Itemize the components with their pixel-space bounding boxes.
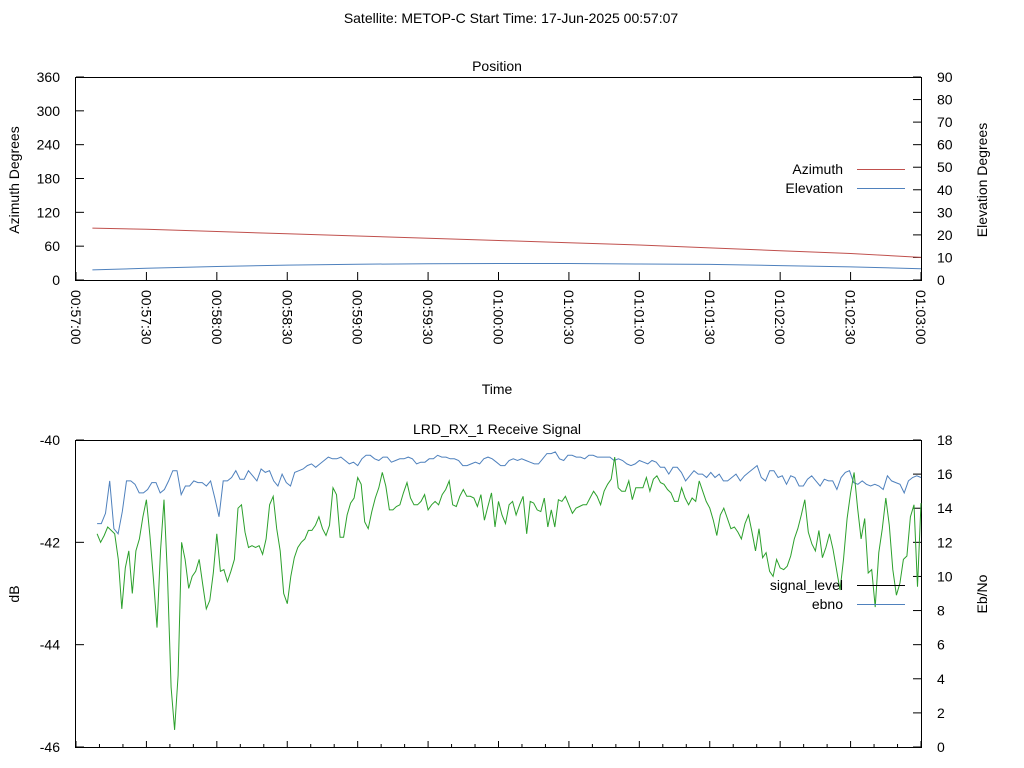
signal-y-axis-label: dB xyxy=(6,585,22,602)
position-x-axis: 00:57:00 00:57:30 00:58:00 00:58:30 00:59:00… xyxy=(68,272,929,345)
trace-2-line xyxy=(96,457,922,730)
y-tick-label: -44 xyxy=(40,637,60,653)
position-y2-axis-label: Elevation Degrees xyxy=(974,123,990,237)
x-tick-label: 00:57:00 xyxy=(68,290,84,345)
x-tick-label: 01:02:30 xyxy=(843,290,859,345)
y2-tick-label: 90 xyxy=(937,69,953,85)
x-tick-label: 01:00:00 xyxy=(491,290,507,345)
y2-tick-label: 4 xyxy=(937,671,945,687)
x-tick-label: 01:00:30 xyxy=(561,290,577,345)
y-tick-label: 180 xyxy=(37,171,61,187)
signal-chart-title: LRD_RX_1 Receive Signal xyxy=(413,421,581,437)
x-tick-label: 00:57:30 xyxy=(138,290,154,345)
legend-signal-level-label: signal_level xyxy=(770,577,843,593)
y2-tick-label: 8 xyxy=(937,603,945,619)
x-tick-label: 01:01:30 xyxy=(702,290,718,345)
y2-tick-label: 2 xyxy=(937,705,945,721)
y2-tick-label: 14 xyxy=(937,500,953,516)
position-series xyxy=(92,227,922,271)
signal-y-axis: -40 -42 -44 -46 xyxy=(40,432,84,755)
y2-tick-label: 70 xyxy=(937,114,953,130)
y-tick-label: 0 xyxy=(52,272,60,288)
x-tick-label: 00:58:30 xyxy=(279,290,295,345)
y-tick-label: 120 xyxy=(37,204,61,220)
y-tick-label: 300 xyxy=(37,103,61,119)
y-tick-label: -46 xyxy=(40,739,60,755)
y2-tick-label: 60 xyxy=(937,137,953,153)
elevation-line xyxy=(92,263,922,271)
y2-tick-label: 0 xyxy=(937,739,945,755)
y2-tick-label: 12 xyxy=(937,534,953,550)
legend-azimuth-label: Azimuth xyxy=(792,161,843,177)
position-legend: Azimuth Elevation xyxy=(785,161,905,196)
y2-tick-label: 16 xyxy=(937,466,953,482)
x-tick-label: 00:59:00 xyxy=(350,290,366,345)
position-x-axis-label: Time xyxy=(482,381,513,397)
legend-elevation-label: Elevation xyxy=(785,180,843,196)
y-tick-label: 240 xyxy=(37,137,61,153)
signal-plot-frame xyxy=(75,440,922,748)
x-tick-label: 01:01:00 xyxy=(631,290,647,345)
position-plot-frame xyxy=(75,77,922,281)
signal-legend: signal_level ebno xyxy=(770,577,905,612)
y2-tick-label: 10 xyxy=(937,249,953,265)
signal-chart: LRD_RX_1 Receive Signal -40 -42 -44 -46 0 2 4… xyxy=(6,421,990,755)
legend-ebno-label: ebno xyxy=(812,596,843,612)
position-chart-title: Position xyxy=(472,58,522,74)
y2-tick-label: 0 xyxy=(937,272,945,288)
y-tick-label: -40 xyxy=(40,432,60,448)
signal-series xyxy=(96,451,922,730)
y-tick-label: 360 xyxy=(37,69,61,85)
figure-title: Satellite: METOP-C Start Time: 17-Jun-20… xyxy=(344,10,679,26)
y2-tick-label: 6 xyxy=(937,637,945,653)
ebno-line xyxy=(97,451,922,535)
y2-tick-label: 18 xyxy=(937,432,953,448)
y2-tick-label: 40 xyxy=(937,182,953,198)
y2-tick-label: 10 xyxy=(937,568,953,584)
x-tick-label: 00:59:30 xyxy=(420,290,436,345)
y2-tick-label: 50 xyxy=(937,159,953,175)
position-y-axis-label: Azimuth Degrees xyxy=(6,126,22,233)
x-tick-label: 01:03:00 xyxy=(913,290,929,345)
y2-tick-label: 20 xyxy=(937,227,953,243)
azimuth-line xyxy=(92,227,922,258)
x-tick-label: 00:58:00 xyxy=(209,290,225,345)
signal-y2-axis-label: Eb/No xyxy=(974,574,990,613)
y2-tick-label: 80 xyxy=(937,92,953,108)
position-y-axis: 0 60 120 180 240 300 360 xyxy=(37,69,84,288)
y-tick-label: 60 xyxy=(44,238,60,254)
signal-x-axis xyxy=(75,741,922,747)
x-tick-label: 01:02:00 xyxy=(772,290,788,345)
signal-y2-axis: 0 2 4 6 8 10 12 14 16 18 xyxy=(913,432,953,755)
position-y2-axis: 0 10 20 30 40 50 60 70 80 90 xyxy=(913,69,953,288)
position-chart: Position 0 60 120 180 240 300 360 0 10 20 30 40 50 6… xyxy=(6,58,990,397)
y-tick-label: -42 xyxy=(40,534,60,550)
y2-tick-label: 30 xyxy=(937,204,953,220)
